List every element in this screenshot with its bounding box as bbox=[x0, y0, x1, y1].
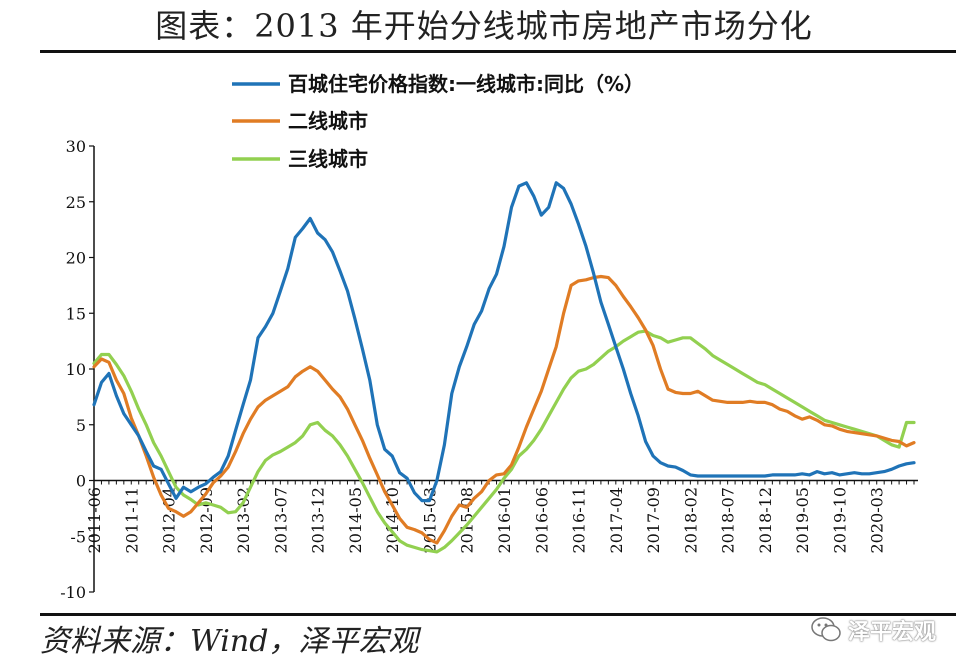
chart-title: 图表：2013 年开始分线城市房地产市场分化 bbox=[155, 7, 813, 45]
x-tick-label: 2014-05 bbox=[346, 487, 365, 553]
y-tick-label: 15 bbox=[66, 304, 86, 323]
top-rule bbox=[40, 50, 956, 53]
y-tick-label: 0 bbox=[76, 472, 86, 491]
x-tick-label: 2019-05 bbox=[793, 487, 812, 553]
x-tick-label: 2011-11 bbox=[122, 487, 141, 553]
x-tick-label: 2017-09 bbox=[644, 487, 663, 553]
y-tick-label: 5 bbox=[76, 416, 86, 435]
series-layer bbox=[92, 181, 916, 554]
bottom-rule bbox=[40, 613, 956, 616]
series-line-2 bbox=[92, 329, 916, 554]
x-tick-label: 2018-02 bbox=[681, 487, 700, 553]
x-tick-label: 2016-01 bbox=[495, 487, 514, 553]
x-tick-label: 2013-12 bbox=[309, 487, 328, 553]
y-tick-label: 30 bbox=[66, 137, 86, 156]
wechat-bubble-icon bbox=[811, 617, 841, 642]
x-tick-label: 2018-07 bbox=[719, 487, 738, 553]
legend-label-1: 二线城市 bbox=[288, 109, 368, 133]
legend-label-2: 三线城市 bbox=[288, 147, 368, 171]
x-tick-label: 2017-04 bbox=[607, 487, 626, 553]
y-tick-label: 10 bbox=[66, 360, 86, 379]
x-tick-label: 2013-02 bbox=[234, 487, 253, 553]
y-tick-label: -5 bbox=[70, 527, 86, 546]
source-note: 资料来源：Wind，泽平宏观 bbox=[40, 624, 419, 659]
x-tick-label: 2018-12 bbox=[756, 487, 775, 553]
x-tick-label: 2015-08 bbox=[458, 487, 477, 553]
series-line-1 bbox=[92, 274, 916, 545]
y-tick-label: 25 bbox=[66, 193, 86, 212]
x-tick-label: 2016-06 bbox=[532, 487, 551, 553]
x-tick-label: 2019-10 bbox=[830, 487, 849, 553]
x-tick-label: 2020-03 bbox=[868, 487, 887, 553]
watermark-text: 泽平宏观 bbox=[847, 620, 936, 645]
x-tick-label: 2011-06 bbox=[85, 487, 104, 553]
legend-label-0: 百城住宅价格指数:一线城市:同比（%） bbox=[288, 72, 644, 96]
y-tick-label: 20 bbox=[66, 249, 86, 268]
x-tick-label: 2012-09 bbox=[197, 487, 216, 553]
series-line-0 bbox=[92, 181, 916, 503]
x-tick-label: 2013-07 bbox=[271, 487, 290, 553]
x-tick-label: 2016-11 bbox=[570, 487, 589, 553]
watermark: 泽平宏观 bbox=[810, 612, 936, 648]
y-tick-label: -10 bbox=[60, 583, 86, 602]
